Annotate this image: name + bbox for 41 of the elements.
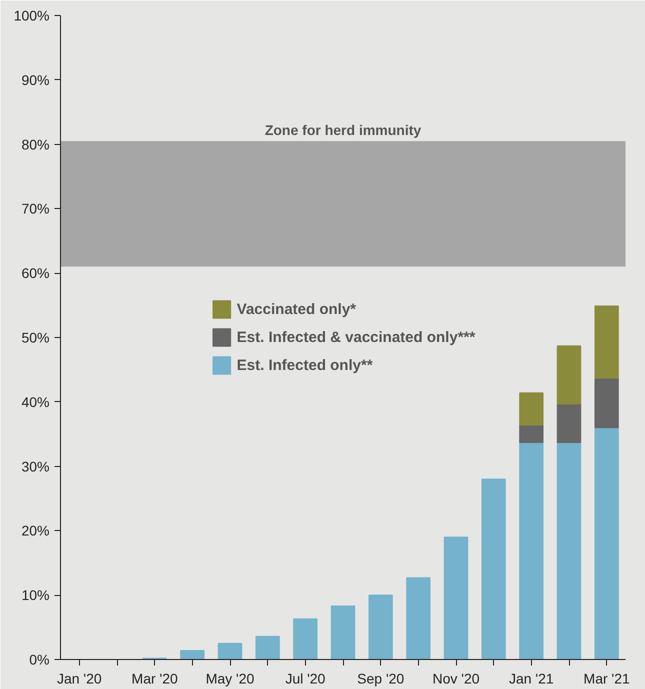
legend-label: Est. Infected only** [236,356,373,374]
bar [368,594,393,660]
bar [519,442,544,660]
y-tick-label: 60% [21,265,50,282]
y-tick-label: 50% [21,330,50,346]
bar [556,403,582,443]
bar [293,618,318,660]
legend-label: Vaccinated only* [236,300,356,318]
band-label: Zone for herd immunity [264,122,422,138]
bar [481,478,506,660]
x-tick-label: Mar '20 [132,670,178,686]
y-tick-label: 20% [21,522,50,539]
x-tick-label: Jul '20 [285,670,326,686]
bar [180,650,205,660]
y-tick-label: 90% [21,72,50,88]
x-tick-label: Jan '21 [508,670,554,686]
bar [406,577,431,660]
bar [519,392,544,426]
x-tick-label: Sep '20 [357,670,404,686]
x-tick-label: Jan '20 [56,670,102,686]
y-tick-label: 80% [21,136,50,152]
bar [594,378,619,428]
y-tick-label: 10% [21,587,50,604]
bar [444,536,468,660]
y-tick-label: 70% [21,200,50,217]
bar [330,606,356,660]
bar [594,427,619,660]
x-tick-label: Nov '20 [432,670,480,686]
y-tick-label: 40% [21,394,50,410]
y-tick-label: 100% [14,8,50,24]
x-tick-label: May '20 [206,670,255,686]
bar [218,642,242,660]
bar [255,636,280,660]
bar [519,424,544,443]
bar [594,305,619,379]
bar [556,442,582,660]
bar [556,345,582,404]
x-tick-label: Mar '21 [584,670,630,686]
y-tick-label: 0% [29,652,50,668]
y-tick-label: 30% [21,458,50,474]
legend-label: Est. Infected & vaccinated only*** [236,328,476,346]
